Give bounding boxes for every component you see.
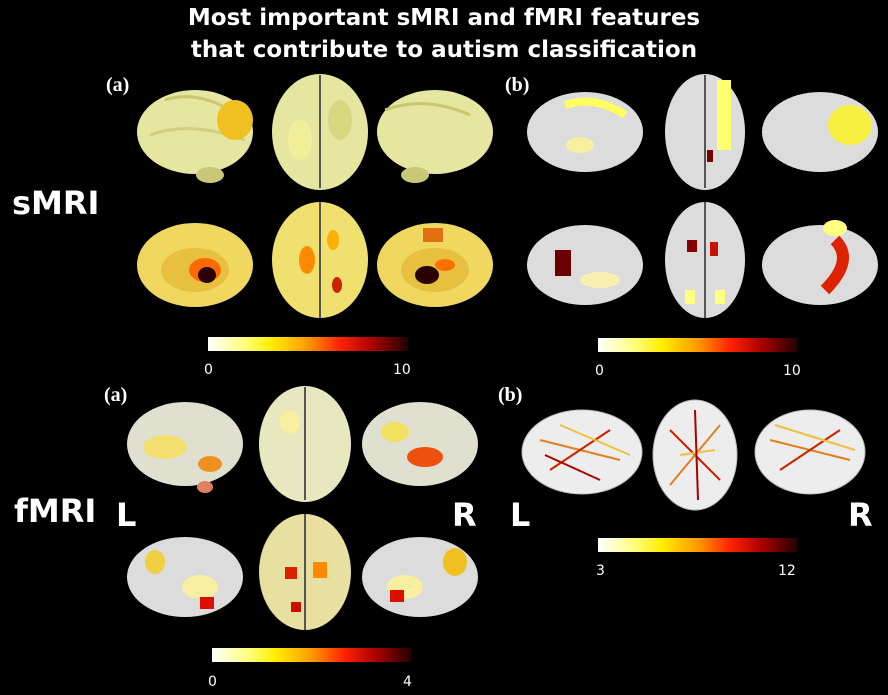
- fmri-b-colorbar: [598, 538, 798, 552]
- smri-b-colorbar-max: 10: [783, 363, 801, 379]
- fmri-b-connectome-views: [521, 399, 866, 511]
- smri-a-axial-top-view: [272, 74, 368, 190]
- fmri-b-left-hemisphere-label: L: [510, 496, 531, 534]
- smri-b-medial-left-view: [527, 225, 643, 305]
- fmri-b-right-hemisphere-label: R: [848, 496, 873, 534]
- smri-a-panel-label: (a): [106, 74, 130, 96]
- smri-b-colorbar: [598, 338, 798, 352]
- smri-row-label: sMRI: [12, 184, 100, 222]
- fmri-b-colorbar-min: 3: [596, 563, 605, 579]
- smri-b-medial-right-view: [762, 220, 878, 305]
- smri-b-lateral-left-view: [527, 92, 643, 172]
- smri-a-axial-bottom-view: [272, 202, 368, 318]
- fmri-b-panel-label: (b): [498, 384, 523, 406]
- fmri-a-lateral-right-view: [362, 402, 478, 486]
- smri-b-axial-top-view: [665, 74, 745, 190]
- fmri-b-colorbar-max: 12: [778, 563, 796, 579]
- fmri-b-coronal-glass-brain: [754, 409, 866, 495]
- smri-a-colorbar-min: 0: [204, 362, 213, 378]
- fmri-a-colorbar-min: 0: [208, 674, 217, 690]
- fmri-a-medial-left-view: [127, 537, 243, 617]
- figure-title-line-2: that contribute to autism classification: [190, 37, 698, 63]
- smri-a-lateral-right-view: [377, 90, 493, 183]
- fmri-b-sagittal-glass-brain: [521, 409, 643, 495]
- fmri-a-panel-label: (a): [104, 384, 128, 406]
- fmri-b-axial-glass-brain: [652, 399, 738, 511]
- fmri-a-colorbar-max: 4: [403, 674, 412, 690]
- smri-b-axial-bottom-view: [665, 202, 745, 318]
- smri-a-colorbar: [208, 337, 408, 351]
- smri-b-lateral-right-view: [762, 92, 878, 172]
- smri-a-colorbar-max: 10: [393, 362, 411, 378]
- smri-b-panel-label: (b): [505, 74, 530, 96]
- smri-a-medial-left-view: [137, 223, 253, 307]
- fmri-row-label: fMRI: [14, 492, 97, 530]
- smri-b-colorbar-min: 0: [595, 363, 604, 379]
- figure-title-line-1: Most important sMRI and fMRI features: [187, 5, 701, 31]
- smri-b-brain-views: [527, 74, 878, 318]
- fmri-a-axial-top-view: [259, 386, 351, 502]
- smri-a-lateral-left-view: [137, 90, 253, 183]
- fmri-a-brain-views: [127, 386, 478, 630]
- fmri-a-axial-bottom-view: [259, 514, 351, 630]
- fmri-a-colorbar: [212, 648, 412, 662]
- smri-a-medial-right-view: [377, 223, 493, 307]
- fmri-a-left-hemisphere-label: L: [116, 496, 137, 534]
- fmri-a-lateral-left-view: [127, 402, 243, 493]
- fmri-a-right-hemisphere-label: R: [452, 496, 477, 534]
- smri-a-brain-views: [137, 74, 493, 318]
- fmri-a-medial-right-view: [362, 537, 478, 617]
